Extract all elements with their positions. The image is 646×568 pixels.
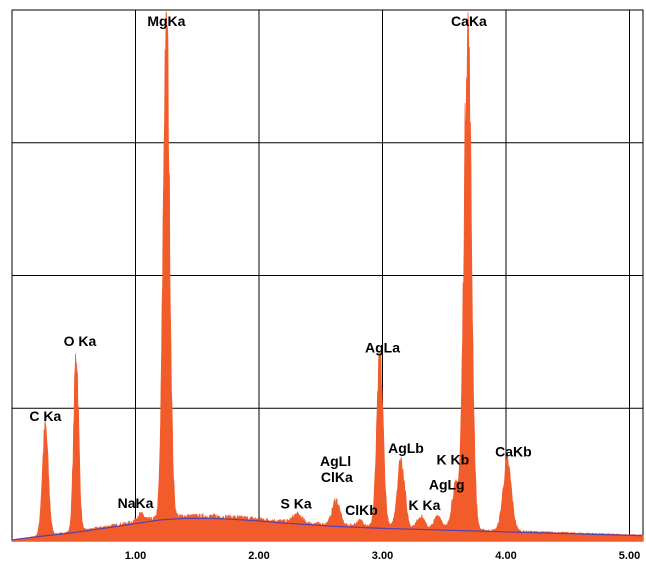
peak-label: ClKb	[345, 502, 378, 518]
peak-label: AgLa	[365, 339, 400, 355]
peak-label: MgKa	[147, 13, 185, 29]
peak-label: K Kb	[437, 452, 470, 468]
x-tick-label: 4.00	[495, 550, 516, 562]
background-curve	[11, 517, 642, 541]
peak-label: AgLg	[429, 476, 465, 492]
peak-label: ClKa	[321, 469, 353, 485]
x-tick-label: 5.00	[619, 550, 640, 562]
peak-label: AgLb	[388, 440, 424, 456]
x-tick-label: 2.00	[248, 550, 269, 562]
peak-label: K Ka	[409, 497, 441, 513]
peak-label: CaKb	[495, 443, 532, 459]
peak-label: AgLl	[320, 453, 351, 469]
x-tick-label: 1.00	[125, 550, 146, 562]
background-curve-layer	[11, 517, 642, 541]
peak-label: C Ka	[29, 408, 61, 424]
peak-label: CaKa	[451, 13, 487, 29]
x-tick-label: 3.00	[372, 550, 393, 562]
peak-label: O Ka	[64, 333, 97, 349]
peak-label: NaKa	[118, 495, 154, 511]
peak-label: S Ka	[280, 495, 311, 511]
x-axis: 1.00 2.00 3.00 4.00 5.00	[125, 550, 640, 562]
